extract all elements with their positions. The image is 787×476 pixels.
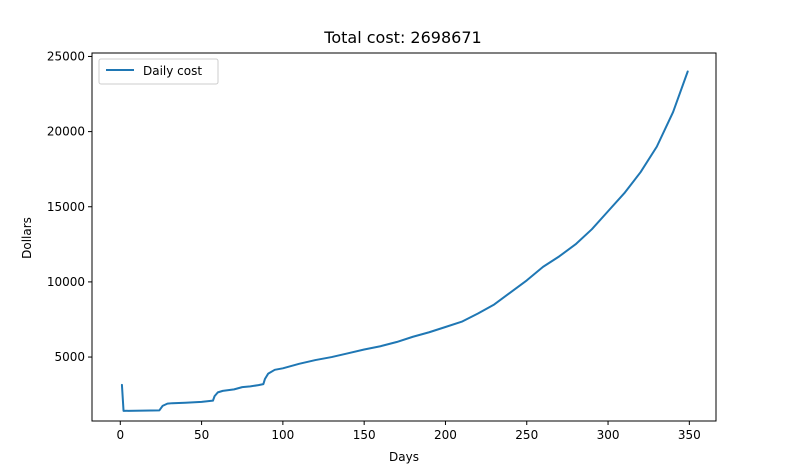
chart-title: Total cost: 2698671	[323, 28, 481, 47]
x-tick-label: 50	[194, 428, 209, 442]
plot-area-frame	[91, 52, 717, 422]
x-tick-label: 100	[271, 428, 294, 442]
y-tick-label: 10000	[47, 275, 85, 289]
y-tick-label: 15000	[47, 200, 85, 214]
legend-box	[98, 58, 219, 85]
daily-cost-line	[120, 70, 689, 412]
x-tick-label: 350	[678, 428, 701, 442]
x-tick-label: 300	[597, 428, 620, 442]
x-tick-label: 200	[434, 428, 457, 442]
x-axis-label: Days	[389, 450, 419, 464]
legend: Daily cost	[98, 58, 219, 85]
x-tick-label: 250	[515, 428, 538, 442]
y-axis-label: Dollars	[20, 217, 34, 259]
y-tick-label: 5000	[54, 350, 85, 364]
x-tick-label: 150	[353, 428, 376, 442]
y-axis-ticks: 5000 10000 15000 20000 25000	[47, 49, 92, 364]
legend-label-daily-cost: Daily cost	[143, 64, 202, 78]
x-tick-label: 0	[116, 428, 124, 442]
x-axis-ticks: 0 50 100 150 200 250 300 350	[116, 421, 701, 442]
y-tick-label: 20000	[47, 125, 85, 139]
y-tick-label: 25000	[47, 49, 85, 63]
